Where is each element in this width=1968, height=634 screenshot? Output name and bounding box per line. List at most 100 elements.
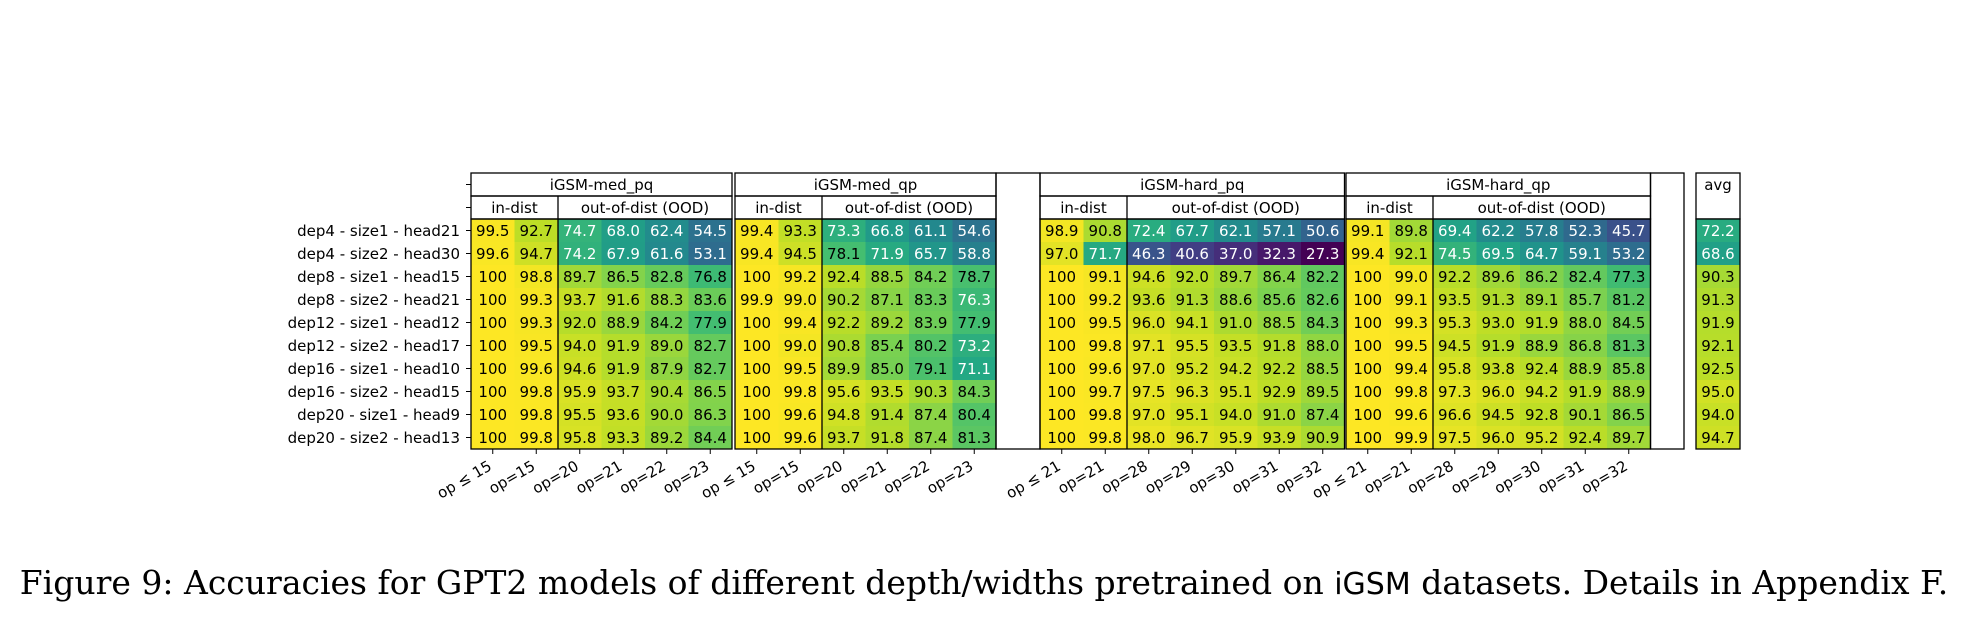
cell-value: 91.0 — [1219, 314, 1252, 332]
heatmap-cell — [865, 265, 910, 289]
cell-value: 89.1 — [1525, 291, 1558, 309]
heatmap-cell — [1083, 403, 1128, 427]
group-title: iGSM-med_qp — [814, 176, 918, 195]
x-tick-label: op ≤ 15 — [434, 457, 495, 503]
cell-value: 57.8 — [1525, 222, 1558, 240]
heatmap-cell — [1214, 380, 1258, 404]
cell-value: 99.6 — [520, 360, 553, 378]
cell-value: 100 — [742, 383, 771, 401]
heatmap-cell — [1520, 380, 1564, 404]
heatmap-cell — [1520, 426, 1564, 450]
cell-value: 100 — [1047, 268, 1076, 286]
heatmap-cell — [865, 219, 910, 243]
cell-value: 84.3 — [1306, 314, 1339, 332]
cell-value: 80.2 — [914, 337, 947, 355]
heatmap-cell — [865, 357, 910, 381]
heatmap-cell — [1346, 242, 1390, 266]
heatmap-cell — [1214, 357, 1258, 381]
heatmap-cell — [735, 334, 779, 358]
cell-value: 96.6 — [1438, 406, 1471, 424]
cell-value: 89.8 — [1395, 222, 1428, 240]
heatmap-cell — [645, 288, 689, 312]
heatmap-cell — [1170, 242, 1215, 266]
avg-value: 90.3 — [1701, 268, 1734, 286]
heatmap-cell — [1476, 219, 1521, 243]
heatmap-cell — [471, 242, 515, 266]
cell-value: 37.0 — [1219, 245, 1252, 263]
heatmap-cell — [1563, 380, 1608, 404]
heatmap-cell — [778, 288, 823, 312]
avg-value: 95.0 — [1701, 383, 1734, 401]
heatmap-cell — [601, 426, 646, 450]
avg-cell — [1696, 380, 1740, 404]
cell-value: 84.3 — [958, 383, 991, 401]
cell-value: 82.2 — [1306, 268, 1339, 286]
heatmap-cell — [952, 242, 997, 266]
cell-value: 100 — [1047, 337, 1076, 355]
heatmap-cell — [778, 311, 823, 335]
heatmap-cell — [778, 403, 823, 427]
heatmap-cell — [1040, 288, 1084, 312]
avg-value: 94.0 — [1701, 406, 1734, 424]
cell-value: 94.8 — [827, 406, 860, 424]
cell-value: 86.5 — [607, 268, 640, 286]
cell-value: 100 — [742, 314, 771, 332]
heatmap-cell — [778, 357, 823, 381]
heatmap-cell — [1346, 334, 1390, 358]
heatmap-cell — [952, 403, 997, 427]
row-label: dep8 - size1 - head15 — [297, 268, 460, 286]
heatmap-cell — [1127, 242, 1171, 266]
x-tick-label: op=21 — [1361, 457, 1414, 498]
heatmap-cell — [1170, 357, 1215, 381]
x-tick-label: op=15 — [486, 457, 539, 498]
heatmap-cell — [822, 242, 866, 266]
cell-value: 99.5 — [476, 222, 509, 240]
heatmap-cell — [1520, 242, 1564, 266]
cell-value: 100 — [1047, 383, 1076, 401]
heatmap-cell — [1346, 219, 1390, 243]
cell-value: 40.6 — [1176, 245, 1209, 263]
cell-value: 95.5 — [1176, 337, 1209, 355]
heatmap-cell — [1257, 334, 1302, 358]
heatmap-cell — [1170, 403, 1215, 427]
heatmap-cell — [865, 311, 910, 335]
x-tick-label: op=20 — [529, 457, 582, 498]
x-tick-label: op=21 — [1055, 457, 1108, 498]
heatmap-cell — [514, 357, 559, 381]
x-tick-label: op=29 — [1142, 457, 1195, 498]
cell-value: 91.3 — [1176, 291, 1209, 309]
cell-value: 99.4 — [1395, 360, 1428, 378]
cell-value: 91.4 — [871, 406, 904, 424]
heatmap-cell — [822, 219, 866, 243]
cell-value: 87.4 — [914, 429, 947, 447]
cell-value: 100 — [742, 429, 771, 447]
cell-value: 95.9 — [1219, 429, 1252, 447]
avg-cell — [1696, 334, 1740, 358]
cell-value: 93.3 — [607, 429, 640, 447]
heatmap-cell — [688, 288, 733, 312]
cell-value: 99.8 — [1395, 383, 1428, 401]
cell-value: 88.0 — [1569, 314, 1602, 332]
sub-header-ood: out-of-dist (OOD) — [1172, 199, 1300, 217]
cell-value: 100 — [1353, 268, 1382, 286]
heatmap-cell — [1433, 288, 1477, 312]
cell-value: 87.4 — [914, 406, 947, 424]
cell-value: 92.4 — [1525, 360, 1558, 378]
heatmap-cell — [1257, 242, 1302, 266]
cell-value: 83.3 — [914, 291, 947, 309]
heatmap-cell — [1040, 219, 1084, 243]
cell-value: 77.9 — [958, 314, 991, 332]
group-border — [470, 218, 733, 450]
heatmap-cell — [909, 219, 953, 243]
cell-value: 94.5 — [1482, 406, 1515, 424]
heatmap-cell — [645, 403, 689, 427]
heatmap-cell — [1301, 403, 1345, 427]
cell-value: 85.4 — [871, 337, 904, 355]
heatmap-cell — [688, 380, 733, 404]
heatmap-cell — [952, 288, 997, 312]
heatmap-cell — [601, 380, 646, 404]
heatmap-cell — [952, 265, 997, 289]
cell-value: 45.7 — [1612, 222, 1645, 240]
heatmap-cell — [822, 426, 866, 450]
cell-value: 88.9 — [1569, 360, 1602, 378]
